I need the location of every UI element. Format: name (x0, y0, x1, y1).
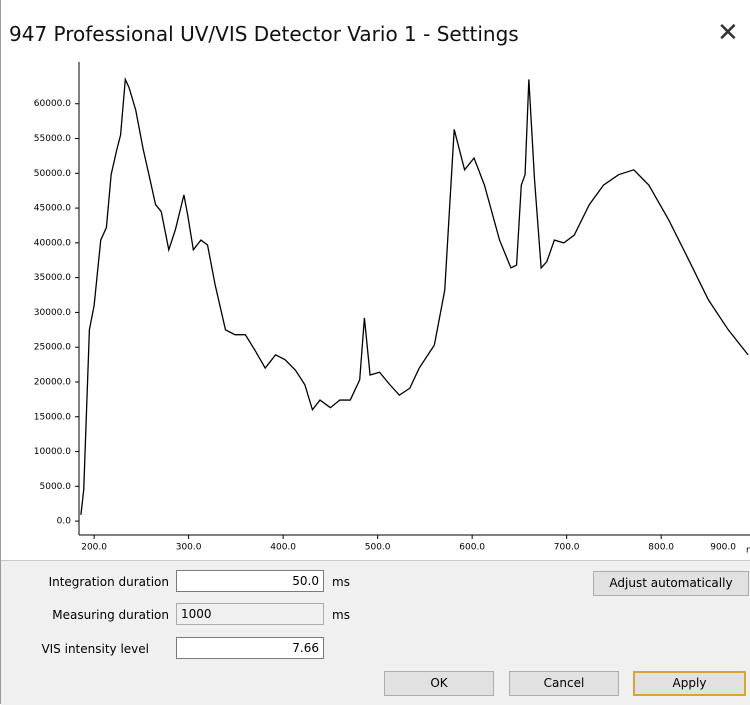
x-tick-label: 600.0 (459, 543, 485, 553)
title-bar: 947 Professional UV/VIS Detector Vario 1… (1, 0, 750, 60)
text-input: 1000 (176, 603, 324, 625)
x-tick-label: 900.0 (710, 543, 736, 553)
x-tick-label: 400.0 (270, 543, 296, 553)
y-tick-label: 55000.0 (34, 134, 71, 144)
text-input[interactable]: 50.0 (176, 570, 324, 592)
apply-button[interactable]: Apply (633, 671, 746, 696)
spectrum-chart: 0.0 5000.0 10000.0 15000.0 20000.0 25000.0 300… (34, 62, 750, 556)
y-tick-label: 5000.0 (40, 482, 72, 492)
close-button[interactable]: ✕ (717, 18, 739, 48)
x-tick-label: 700.0 (554, 543, 580, 553)
y-tick-label: 10000.0 (34, 447, 71, 457)
x-unit: nm (746, 546, 750, 556)
field-label: Integration duration (48, 575, 169, 589)
cancel-button[interactable]: Cancel (509, 671, 619, 696)
y-tick-label: 30000.0 (34, 308, 71, 318)
text-input[interactable]: 7.66 (176, 637, 324, 659)
y-tick-label: 25000.0 (34, 343, 71, 353)
y-tick-label: 35000.0 (34, 273, 71, 283)
x-tick-label: 200.0 (81, 543, 107, 553)
y-tick-label: 15000.0 (34, 412, 71, 422)
y-tick-label: 45000.0 (34, 204, 71, 214)
y-tick-label: 20000.0 (34, 377, 71, 387)
y-tick-label: 60000.0 (34, 99, 71, 109)
field-label: VIS intensity level (41, 642, 149, 656)
x-tick-label: 300.0 (176, 543, 202, 553)
settings-form: Integration duration 50.0 ms Measuring d… (1, 560, 750, 705)
unit-label: ms (332, 575, 350, 589)
x-tick-label: 500.0 (365, 543, 391, 553)
unit-label: ms (332, 608, 350, 622)
y-tick-label: 0.0 (57, 517, 72, 527)
x-tick-label: 800.0 (648, 543, 674, 553)
window-title: 947 Professional UV/VIS Detector Vario 1… (9, 22, 519, 46)
field-label: Measuring duration (52, 608, 169, 622)
ok-button[interactable]: OK (384, 671, 494, 696)
spectrum-line (80, 76, 749, 515)
adjust-button[interactable]: Adjust automatically (593, 571, 749, 596)
y-tick-label: 40000.0 (34, 238, 71, 248)
y-tick-label: 50000.0 (34, 169, 71, 179)
